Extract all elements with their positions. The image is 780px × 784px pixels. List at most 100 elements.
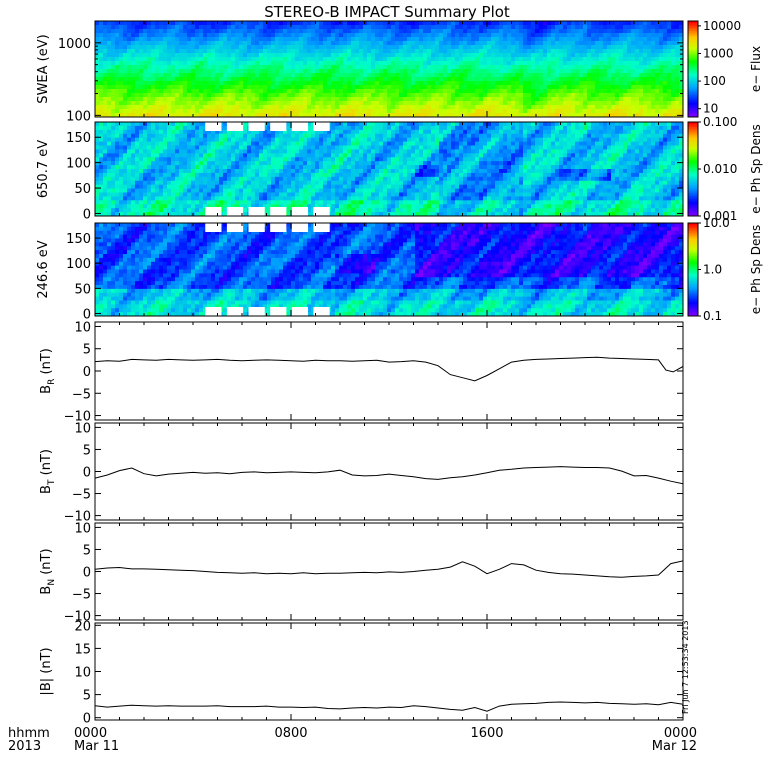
pad650-cell — [243, 134, 247, 138]
swea-cell — [631, 69, 635, 73]
swea-cell — [239, 105, 243, 109]
swea-cell — [559, 21, 563, 25]
swea-cell — [431, 65, 435, 69]
swea-cell — [439, 45, 443, 49]
swea-cell — [195, 25, 199, 29]
pad650-cell — [151, 130, 155, 134]
pad650-cell — [259, 196, 263, 200]
swea-cell — [111, 29, 115, 33]
swea-cell — [263, 97, 267, 101]
pad650-cell — [163, 177, 167, 181]
swea-cell — [275, 69, 279, 73]
pad650-cell — [191, 138, 195, 142]
swea-cell — [363, 61, 367, 65]
pad650-cell — [167, 122, 171, 126]
swea-cell — [171, 25, 175, 29]
swea-cell — [247, 109, 251, 113]
swea-cell — [667, 21, 671, 25]
pad650-cell — [207, 149, 211, 153]
swea-cell — [551, 25, 555, 29]
swea-cell — [503, 93, 507, 97]
pad650-cell — [143, 153, 147, 157]
swea-cell — [559, 33, 563, 37]
swea-cell — [675, 49, 679, 53]
pad650-cell — [135, 130, 139, 134]
swea-cell — [511, 49, 515, 53]
swea-cell — [219, 41, 223, 45]
swea-cell — [243, 49, 247, 53]
swea-cell — [143, 33, 147, 37]
swea-cell — [331, 45, 335, 49]
swea-cell — [303, 21, 307, 25]
swea-cell — [263, 33, 267, 37]
swea-cell — [467, 57, 471, 61]
pad650-cell — [99, 173, 103, 177]
swea-cell — [439, 97, 443, 101]
swea-cell — [531, 65, 535, 69]
swea-cell — [167, 41, 171, 45]
swea-cell — [603, 45, 607, 49]
pad650-cell — [239, 169, 243, 173]
pad650-cell — [267, 165, 271, 169]
swea-cell — [567, 109, 571, 113]
swea-cell — [207, 69, 211, 73]
swea-cell — [111, 21, 115, 25]
swea-cell — [447, 41, 451, 45]
pad650-cell — [123, 204, 127, 208]
swea-cell — [455, 89, 459, 93]
swea-cell — [139, 69, 143, 73]
swea-cell — [323, 89, 327, 93]
swea-cell — [399, 53, 403, 57]
swea-cell — [131, 61, 135, 65]
pad650-cell — [147, 134, 151, 138]
pad650-cell — [155, 196, 159, 200]
swea-cell — [459, 25, 463, 29]
swea-cell — [371, 21, 375, 25]
swea-cell — [187, 57, 191, 61]
swea-cell — [575, 33, 579, 37]
swea-cell — [279, 41, 283, 45]
swea-cell — [487, 41, 491, 45]
swea-cell — [503, 65, 507, 69]
swea-cell — [279, 69, 283, 73]
swea-cell — [643, 45, 647, 49]
swea-cell — [115, 89, 119, 93]
swea-cell — [227, 61, 231, 65]
swea-cell — [339, 97, 343, 101]
swea-cell — [327, 81, 331, 85]
swea-cell — [251, 65, 255, 69]
swea-cell — [479, 65, 483, 69]
pad650-cell — [279, 189, 283, 193]
pad650-cell — [219, 153, 223, 157]
swea-cell — [615, 97, 619, 101]
swea-cell — [639, 37, 643, 41]
pad650-cell — [179, 153, 183, 157]
pad650-cell — [247, 149, 251, 153]
swea-cell — [259, 81, 263, 85]
swea-cell — [531, 33, 535, 37]
pad650-cell — [299, 165, 303, 169]
swea-cell — [127, 101, 131, 105]
swea-cell — [503, 105, 507, 109]
swea-cell — [627, 57, 631, 61]
pad650-cell — [175, 196, 179, 200]
swea-cell — [331, 65, 335, 69]
swea-cell — [131, 53, 135, 57]
swea-cell — [627, 109, 631, 113]
swea-cell — [531, 105, 535, 109]
swea-cell — [515, 97, 519, 101]
swea-cell — [443, 105, 447, 109]
swea-cell — [127, 33, 131, 37]
pad650-cell — [139, 134, 143, 138]
swea-cell — [263, 77, 267, 81]
swea-cell — [147, 49, 151, 53]
swea-cell — [203, 105, 207, 109]
pad650-cell — [159, 122, 163, 126]
pad650-cell — [179, 181, 183, 185]
swea-cell — [527, 109, 531, 113]
pad650-cell — [207, 181, 211, 185]
swea-cell — [491, 97, 495, 101]
swea-cell — [127, 57, 131, 61]
swea-cell — [539, 97, 543, 101]
swea-cell — [603, 93, 607, 97]
